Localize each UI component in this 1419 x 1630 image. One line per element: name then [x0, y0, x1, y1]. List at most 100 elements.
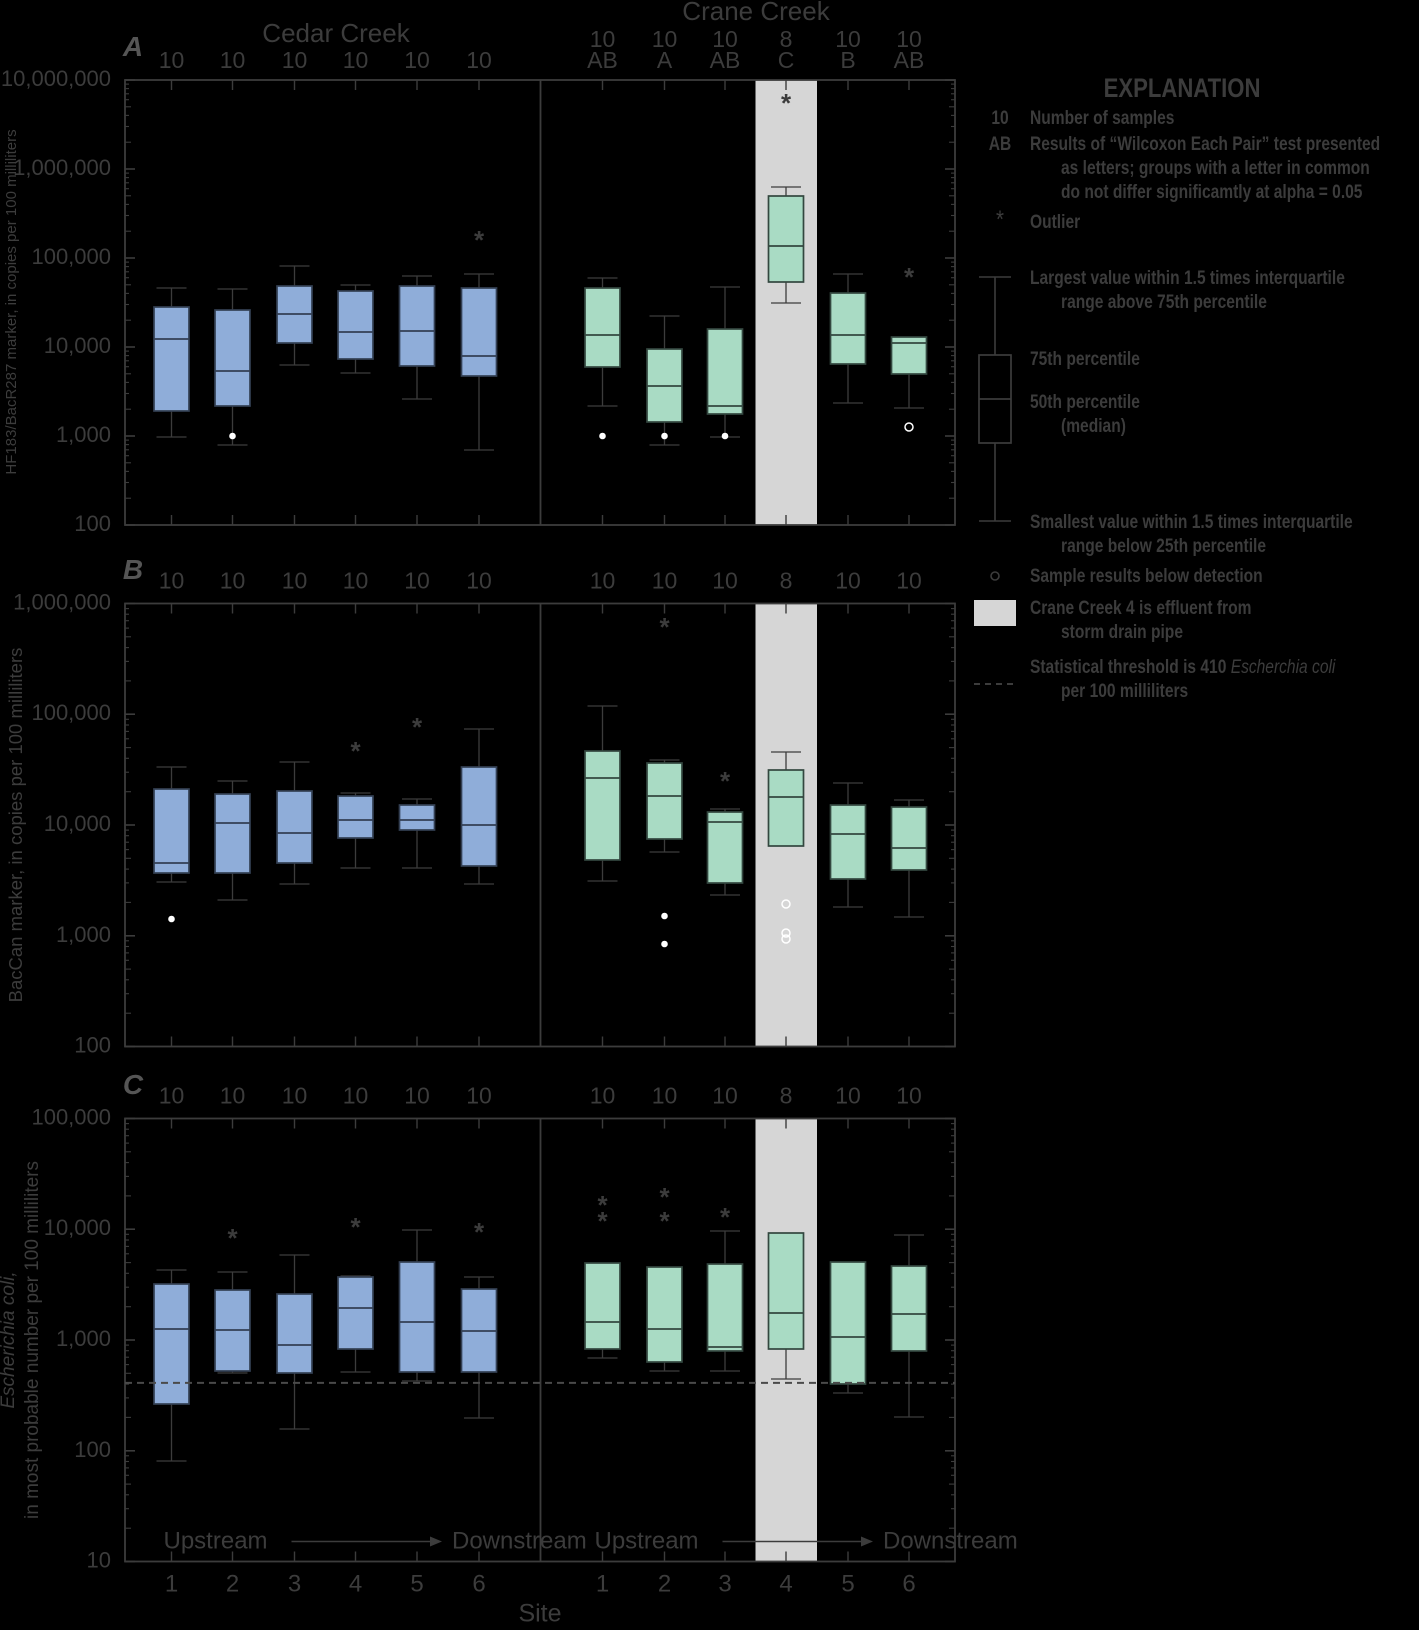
svg-text:Sample results below detection: Sample results below detection: [1030, 565, 1263, 587]
svg-text:per 100 milliliters: per 100 milliliters: [1061, 680, 1188, 702]
svg-text:10: 10: [712, 1083, 738, 1109]
svg-text:10: 10: [282, 568, 308, 594]
svg-text:BacCan marker, in copies per 1: BacCan marker, in copies per 100 millili…: [5, 648, 26, 1003]
svg-text:10: 10: [652, 568, 678, 594]
svg-text:10: 10: [343, 47, 369, 73]
svg-text:A: A: [122, 31, 143, 62]
svg-text:5: 5: [841, 1571, 854, 1598]
svg-text:do not differ significamtly at: do not differ significamtly at alpha = 0…: [1061, 181, 1363, 203]
svg-text:Upstream: Upstream: [595, 1528, 699, 1555]
svg-text:10: 10: [404, 568, 430, 594]
svg-text:Downstream: Downstream: [883, 1528, 1018, 1555]
svg-text:AB: AB: [587, 47, 618, 73]
svg-text:10: 10: [896, 568, 922, 594]
svg-text:10: 10: [991, 107, 1008, 129]
svg-text:Statistical threshold is 410 E: Statistical threshold is 410 Escherchia …: [1030, 656, 1336, 678]
svg-text:Number of samples: Number of samples: [1030, 107, 1174, 129]
svg-text:1,000,000: 1,000,000: [13, 155, 111, 180]
svg-text:A: A: [657, 47, 673, 73]
svg-text:(median): (median): [1061, 415, 1126, 437]
svg-text:50th percentile: 50th percentile: [1030, 391, 1140, 413]
svg-text:AB: AB: [894, 47, 925, 73]
svg-text:5: 5: [410, 1571, 423, 1598]
svg-text:10: 10: [466, 1083, 492, 1109]
svg-text:10: 10: [159, 47, 185, 73]
svg-text:10: 10: [652, 1083, 678, 1109]
svg-text:10: 10: [159, 1083, 185, 1109]
svg-text:8: 8: [780, 1083, 793, 1109]
svg-text:AB: AB: [710, 47, 741, 73]
svg-text:10: 10: [835, 1083, 861, 1109]
svg-text:*: *: [720, 766, 731, 796]
svg-text:100: 100: [74, 1033, 111, 1058]
svg-text:8: 8: [780, 568, 793, 594]
svg-text:2: 2: [226, 1571, 239, 1598]
svg-text:10: 10: [712, 568, 738, 594]
svg-text:Crane Creek 4 is effluent from: Crane Creek 4 is effluent from: [1030, 597, 1251, 619]
svg-text:10: 10: [343, 568, 369, 594]
svg-text:10: 10: [466, 568, 492, 594]
svg-text:*: *: [227, 1223, 238, 1253]
svg-text:75th percentile: 75th percentile: [1030, 348, 1140, 370]
svg-text:Results of “Wilcoxon Each Pair: Results of “Wilcoxon Each Pair” test pre…: [1030, 133, 1380, 155]
svg-text:10,000: 10,000: [44, 333, 111, 358]
svg-text:Cedar Creek: Cedar Creek: [262, 18, 410, 48]
svg-text:10: 10: [282, 1083, 308, 1109]
svg-text:Outlier: Outlier: [1030, 211, 1080, 233]
svg-text:HF183/BacR287 marker, in copie: HF183/BacR287 marker, in copies per 100 …: [3, 129, 20, 474]
svg-text:1: 1: [165, 1571, 178, 1598]
svg-text:10: 10: [590, 1083, 616, 1109]
svg-text:10: 10: [404, 1083, 430, 1109]
svg-text:Site: Site: [518, 1600, 561, 1628]
svg-text:*: *: [904, 262, 915, 292]
svg-text:Largest value within 1.5 times: Largest value within 1.5 times interquar…: [1030, 267, 1345, 289]
svg-text:1,000,000: 1,000,000: [13, 590, 111, 615]
svg-text:100: 100: [74, 1437, 111, 1462]
svg-text:*: *: [781, 88, 792, 118]
svg-text:*: *: [474, 225, 485, 255]
svg-text:10: 10: [404, 47, 430, 73]
svg-text:C: C: [778, 47, 795, 73]
svg-text:10: 10: [220, 1083, 246, 1109]
svg-text:storm drain pipe: storm drain pipe: [1061, 621, 1183, 643]
svg-text:*: *: [996, 205, 1004, 233]
svg-text:AB: AB: [989, 133, 1011, 155]
svg-text:C: C: [123, 1069, 144, 1100]
svg-text:EXPLANATION: EXPLANATION: [1104, 74, 1261, 104]
svg-text:10: 10: [835, 568, 861, 594]
svg-text:*: *: [350, 736, 361, 766]
svg-text:100,000: 100,000: [31, 700, 111, 725]
svg-text:*: *: [659, 612, 670, 642]
svg-text:B: B: [123, 554, 143, 585]
svg-text:Escherichia coli,: Escherichia coli,: [0, 1271, 19, 1408]
svg-text:Upstream: Upstream: [164, 1528, 268, 1555]
svg-text:10: 10: [590, 568, 616, 594]
svg-text:*: *: [597, 1206, 608, 1236]
svg-text:Crane Creek: Crane Creek: [682, 0, 830, 26]
svg-text:B: B: [840, 47, 855, 73]
svg-text:10: 10: [343, 1083, 369, 1109]
svg-text:1,000: 1,000: [56, 422, 111, 447]
svg-text:2: 2: [658, 1571, 671, 1598]
svg-text:*: *: [720, 1202, 731, 1232]
svg-text:10,000,000: 10,000,000: [1, 66, 111, 91]
svg-text:6: 6: [472, 1571, 485, 1598]
svg-text:1,000: 1,000: [56, 922, 111, 947]
svg-text:range above 75th percentile: range above 75th percentile: [1061, 291, 1267, 313]
svg-text:10: 10: [282, 47, 308, 73]
svg-text:3: 3: [718, 1571, 731, 1598]
svg-text:as letters; groups with a lett: as letters; groups with a letter in comm…: [1061, 157, 1370, 179]
svg-text:1,000: 1,000: [56, 1326, 111, 1351]
svg-text:100,000: 100,000: [31, 244, 111, 269]
svg-text:100,000: 100,000: [31, 1105, 111, 1130]
svg-text:Smallest value within 1.5 time: Smallest value within 1.5 times interqua…: [1030, 511, 1353, 533]
svg-text:4: 4: [349, 1571, 362, 1598]
svg-text:4: 4: [779, 1571, 792, 1598]
svg-text:3: 3: [288, 1571, 301, 1598]
svg-text:10: 10: [466, 47, 492, 73]
svg-text:*: *: [412, 712, 423, 742]
svg-text:10: 10: [220, 47, 246, 73]
svg-text:in most probable number per 10: in most probable number per 100 millilit…: [22, 1161, 43, 1519]
svg-text:10: 10: [87, 1548, 111, 1573]
svg-text:range below 25th percentile: range below 25th percentile: [1061, 535, 1266, 557]
